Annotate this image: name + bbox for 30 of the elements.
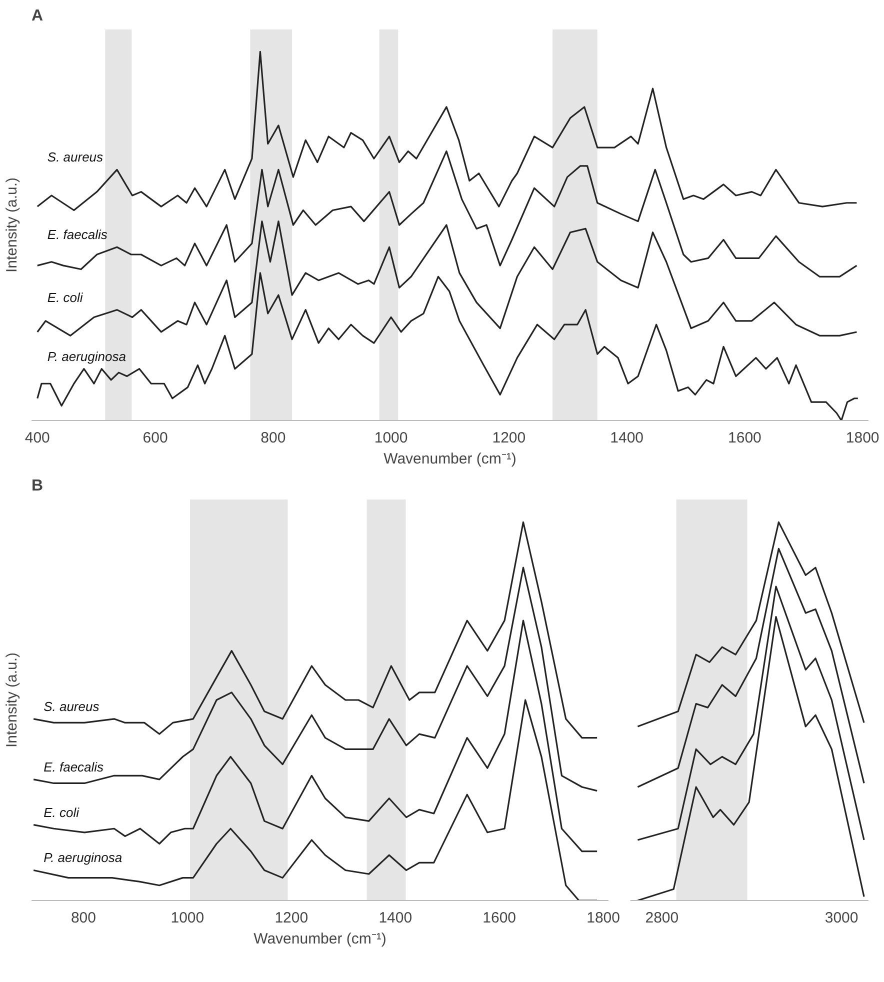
x-tick-label: 2800	[645, 910, 679, 926]
series-label: E. faecalis	[44, 759, 104, 774]
text: A	[32, 8, 44, 24]
series-label: S. aureus	[47, 150, 104, 165]
series-label: P. aeruginosa	[44, 850, 122, 866]
x-tick-label: 600	[142, 430, 168, 446]
x-tick-label: 1600	[728, 430, 762, 446]
x-tick-label: 1600	[482, 910, 516, 926]
series-label: S. aureus	[44, 698, 100, 714]
series-label: P. aeruginosa	[47, 348, 126, 364]
x-tick-label: 1400	[610, 430, 644, 446]
x-tick-label: 1400	[378, 910, 412, 926]
x-tick-label: 1800	[586, 910, 620, 926]
y-axis-title: Intensity (a.u.)	[4, 652, 20, 748]
x-tick-label: 1200	[274, 910, 308, 926]
x-tick-label: 800	[70, 910, 96, 926]
x-axis-title: Wavenumber (cm⁻¹)	[254, 930, 386, 948]
y-axis-title: Intensity (a.u.)	[4, 177, 20, 273]
x-tick-label: 800	[260, 430, 286, 446]
x-tick-label: 1800	[846, 430, 880, 446]
x-axis-title: Wavenumber (cm⁻¹)	[384, 450, 516, 468]
text: B	[32, 478, 44, 494]
series-label: E. coli	[47, 290, 84, 305]
x-tick-label: 3000	[824, 910, 858, 926]
x-tick-label: 1000	[374, 430, 408, 446]
series-label: E. coli	[44, 804, 80, 820]
x-tick-label: 400	[24, 430, 50, 446]
x-tick-label: 1000	[170, 910, 204, 926]
x-tick-label: 1200	[492, 430, 526, 446]
series-label: E. faecalis	[47, 227, 108, 242]
